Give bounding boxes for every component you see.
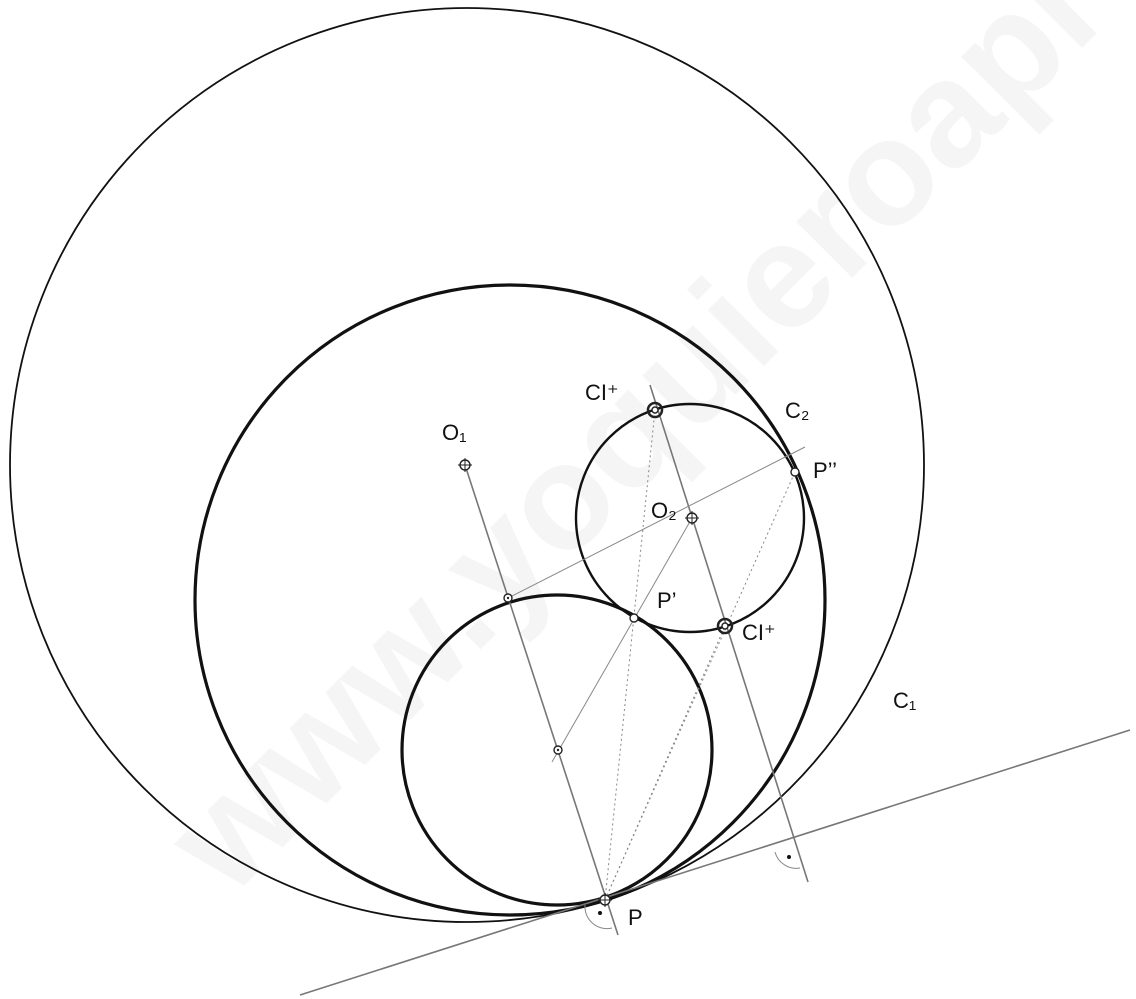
label: O₁ [442,420,467,445]
parallel-line [649,384,809,883]
label: O₂ [651,498,677,523]
points [458,401,800,907]
thin-line [551,517,693,763]
right-angle [584,904,613,930]
tangent-line [299,729,1131,996]
label: P’’ [813,458,837,483]
dotted-line [604,471,796,901]
dotted-line [604,625,726,901]
right-angle-dot [598,911,602,915]
circle-o2 [574,402,806,634]
label: CI⁺ [742,620,776,645]
label: C₁ [893,688,916,713]
circle-c2-big [193,283,827,917]
right-angle [774,851,801,869]
label: CI⁺ [585,380,619,405]
label: P’ [657,588,677,613]
circle-small [400,593,714,907]
watermark: www.yoquieroaprobar.es [133,0,1136,923]
axis-line [464,464,619,936]
thin-line [507,446,806,599]
label: P [628,905,643,930]
dotted-line [604,409,656,901]
circle-c1 [9,7,925,923]
label: C₂ [785,398,809,423]
right-angle-dot [787,855,791,859]
